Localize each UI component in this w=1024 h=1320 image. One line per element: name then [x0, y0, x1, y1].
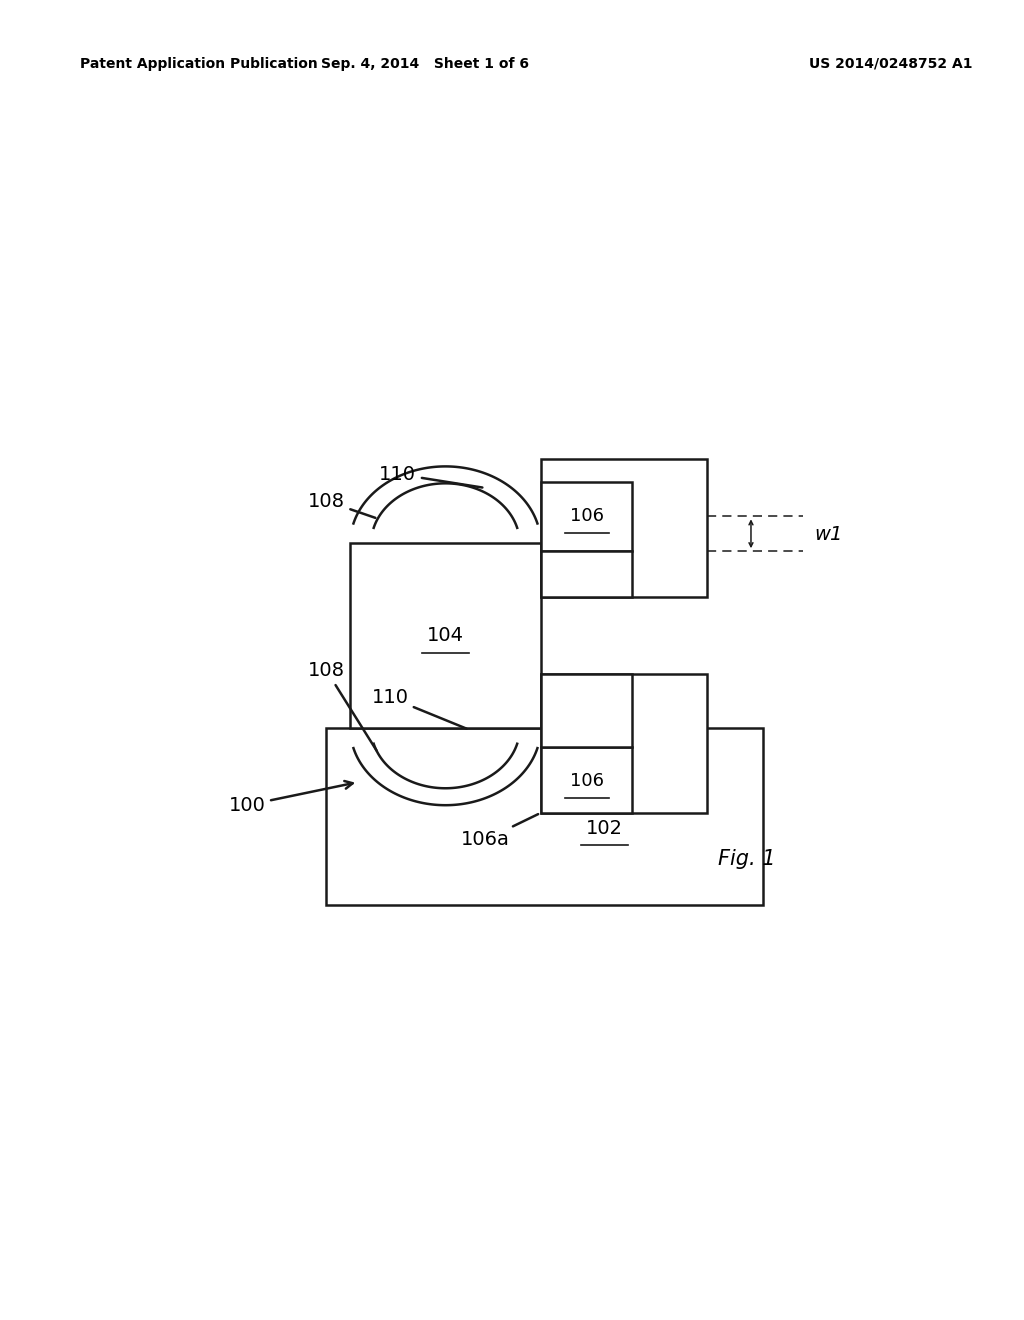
Text: w1: w1 [814, 524, 843, 544]
Text: 100: 100 [228, 781, 352, 814]
Bar [541, 482, 632, 552]
Bar [541, 675, 632, 747]
Bar [350, 544, 541, 729]
Text: Sep. 4, 2014   Sheet 1 of 6: Sep. 4, 2014 Sheet 1 of 6 [321, 57, 529, 71]
Bar [541, 675, 708, 813]
Text: US 2014/0248752 A1: US 2014/0248752 A1 [809, 57, 973, 71]
Text: 110: 110 [379, 465, 482, 487]
Text: 102: 102 [586, 818, 623, 838]
Text: 106: 106 [569, 772, 604, 789]
Text: 108: 108 [308, 661, 377, 751]
Bar [541, 552, 632, 598]
Bar [541, 747, 632, 813]
Bar [327, 729, 763, 906]
Text: 106a: 106a [461, 814, 539, 849]
Text: Patent Application Publication: Patent Application Publication [80, 57, 317, 71]
Text: Fig. 1: Fig. 1 [718, 849, 776, 869]
Text: 110: 110 [372, 688, 467, 729]
Text: 108: 108 [308, 491, 376, 517]
Text: 106: 106 [569, 507, 604, 525]
Bar [541, 459, 708, 598]
Text: 104: 104 [427, 626, 464, 645]
